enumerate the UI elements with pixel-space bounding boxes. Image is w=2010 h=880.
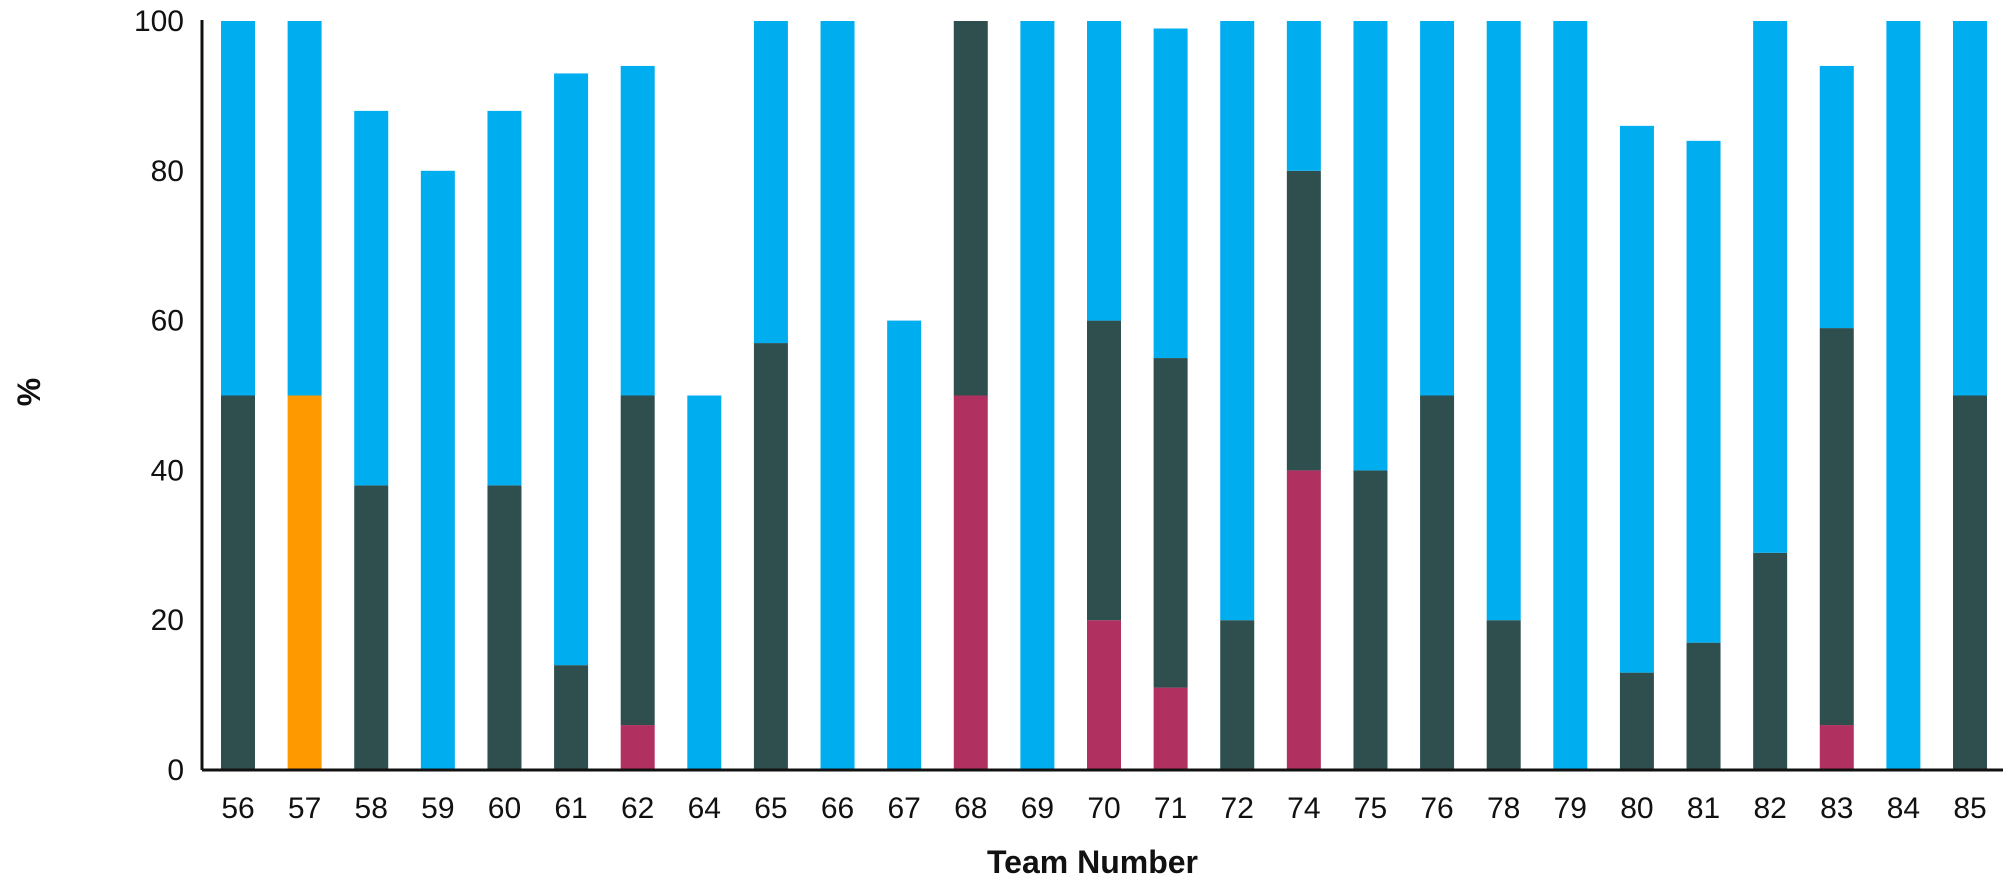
bar-segment (1553, 21, 1588, 770)
bar-segment (1753, 21, 1788, 553)
bar-segment (953, 395, 988, 770)
y-tick-label: 100 (134, 5, 184, 38)
bar-segment (1819, 725, 1854, 770)
bar-segment (1886, 21, 1921, 770)
x-tick-label: 69 (1021, 792, 1054, 825)
x-tick-label: 67 (887, 792, 920, 825)
y-tick-label: 40 (151, 454, 184, 487)
bar-segment (1486, 21, 1521, 621)
x-tick-label: 81 (1687, 792, 1720, 825)
bar-segment (1220, 21, 1255, 621)
bar-segment (1286, 170, 1321, 471)
x-tick-label: 65 (754, 792, 787, 825)
bar-segment (953, 21, 988, 396)
x-tick-label: 76 (1420, 792, 1453, 825)
bar-segment (1420, 395, 1455, 770)
bar-segment (1286, 470, 1321, 770)
y-tick-label: 0 (167, 754, 184, 787)
x-tick-label: 56 (221, 792, 254, 825)
x-tick-label: 64 (688, 792, 721, 825)
bar-segment (487, 110, 522, 486)
x-tick-label: 60 (488, 792, 521, 825)
bar-segment (1220, 620, 1255, 770)
x-tick-label: 66 (821, 792, 854, 825)
bar-segment (1953, 395, 1987, 770)
x-tick-label: 62 (621, 792, 654, 825)
bar-segment (420, 170, 455, 771)
bar-segment (1619, 125, 1654, 673)
y-tick-label: 20 (151, 604, 184, 637)
y-axis-ticks: 0 20 40 60 80 100 (134, 5, 184, 787)
x-tick-label: 79 (1554, 792, 1587, 825)
bar-segment (1153, 358, 1188, 688)
x-tick-label: 75 (1354, 792, 1387, 825)
bar-segment (1087, 620, 1121, 770)
x-tick-label: 70 (1087, 792, 1120, 825)
x-tick-label: 68 (954, 792, 987, 825)
bar-segment (1619, 672, 1654, 770)
x-tick-label: 72 (1221, 792, 1254, 825)
bar-segment (354, 485, 389, 770)
x-tick-label: 74 (1287, 792, 1320, 825)
bar-segment (1353, 21, 1388, 471)
bar-segment (1953, 21, 1987, 396)
bar-segment (221, 21, 255, 396)
x-tick-label: 83 (1820, 792, 1853, 825)
bar-segment (354, 110, 389, 486)
bar-segment (1486, 620, 1521, 770)
bar-segment (620, 395, 655, 726)
bars (221, 21, 1987, 771)
x-tick-label: 84 (1887, 792, 1920, 825)
x-tick-label: 85 (1953, 792, 1986, 825)
bar-segment (554, 73, 589, 666)
bar-segment (554, 665, 589, 770)
bar-segment (1686, 642, 1721, 770)
bar-segment (887, 320, 922, 770)
bar-segment (687, 395, 722, 770)
x-tick-label: 80 (1620, 792, 1653, 825)
bar-segment (1686, 140, 1721, 643)
bar-segment (620, 65, 655, 396)
bar-segment (221, 395, 255, 770)
x-axis-title: Team Number (987, 844, 1198, 880)
bar-segment (1420, 21, 1455, 396)
x-tick-label: 82 (1753, 792, 1786, 825)
bar-segment (1819, 328, 1854, 726)
bar-segment (1153, 687, 1188, 770)
bar-segment (1153, 28, 1188, 359)
bar-segment (820, 21, 855, 770)
bar-segment (1753, 552, 1788, 770)
bar-segment (1087, 320, 1121, 621)
bar-segment (1020, 21, 1055, 770)
x-tick-label: 58 (355, 792, 388, 825)
bar-segment (1819, 65, 1854, 329)
x-tick-label: 61 (554, 792, 587, 825)
bar-segment (487, 485, 522, 770)
x-axis-ticks: 56 57 58 59 60 61 62 64 65 66 67 68 69 70 71 72 74 75 76 78… (221, 792, 1986, 825)
x-tick-label: 78 (1487, 792, 1520, 825)
bar-segment (753, 21, 788, 344)
bar-segment (620, 725, 655, 770)
bar-segment (287, 395, 322, 770)
y-tick-label: 80 (151, 155, 184, 188)
y-axis-title: % (11, 378, 47, 406)
x-tick-label: 57 (288, 792, 321, 825)
bar-segment (287, 21, 322, 396)
bar-segment (1286, 21, 1321, 171)
x-tick-label: 59 (421, 792, 454, 825)
bar-segment (1087, 21, 1121, 321)
bar-segment (1353, 470, 1388, 770)
y-tick-label: 60 (151, 305, 184, 338)
x-tick-label: 71 (1154, 792, 1187, 825)
bar-segment (753, 343, 788, 770)
